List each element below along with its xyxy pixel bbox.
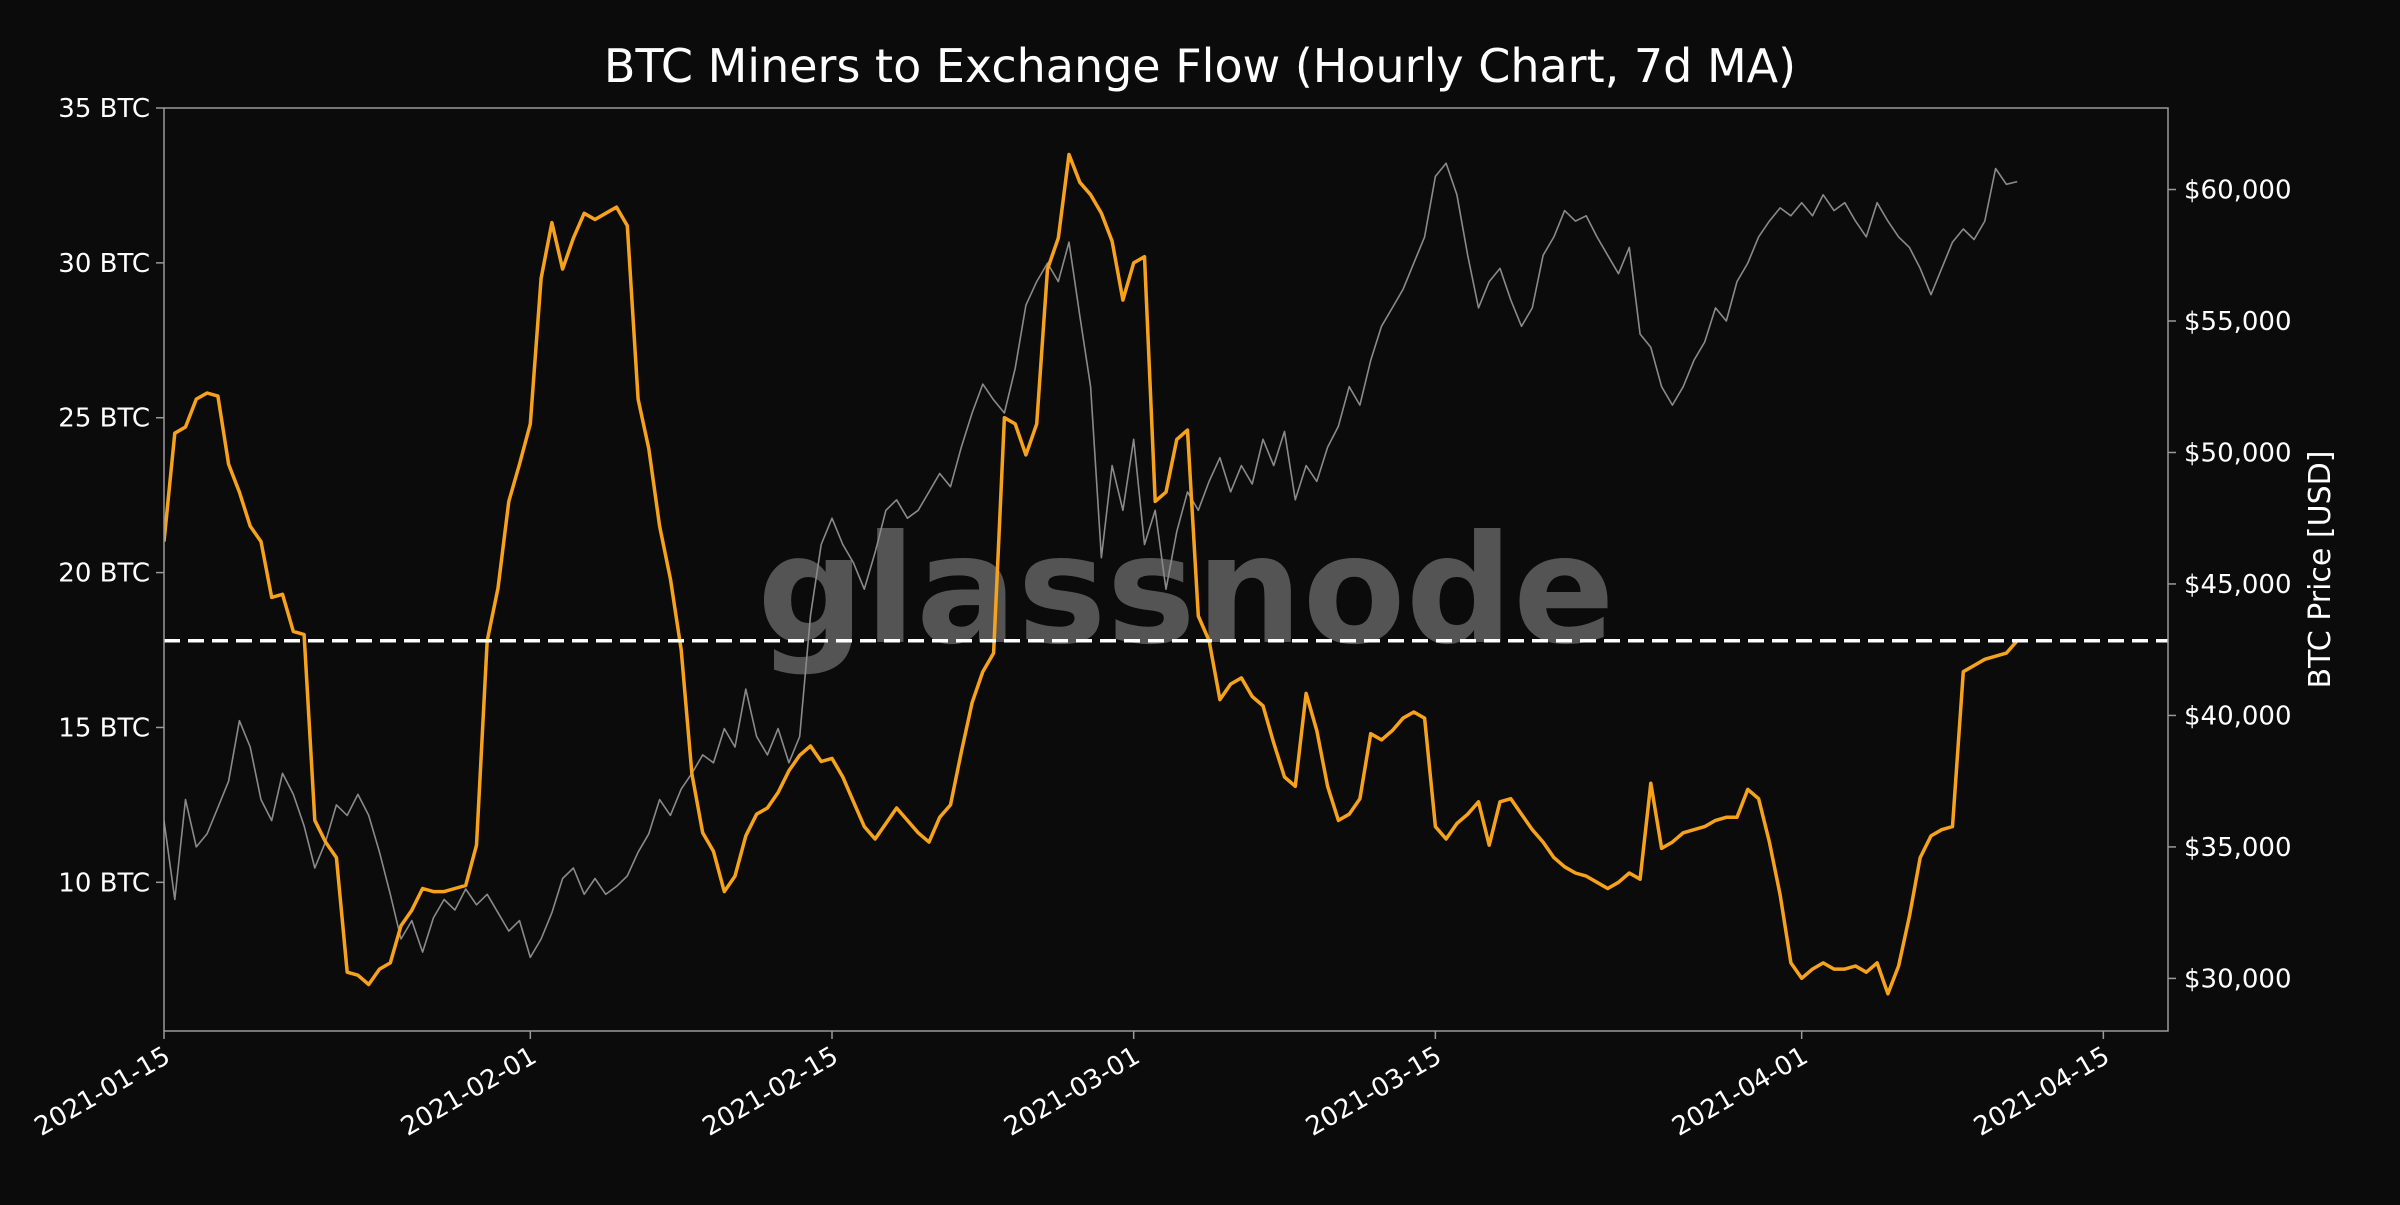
plot-frame: [163, 107, 2169, 1032]
left-tick-label: 10 BTC: [58, 868, 150, 898]
right-tick-label: $45,000: [2184, 570, 2292, 600]
right-tick-label: $35,000: [2184, 833, 2292, 863]
right-tick-label: $50,000: [2184, 438, 2292, 468]
watermark: glassnode: [757, 504, 1615, 678]
right-axis-label: BTC Price [USD]: [2303, 451, 2338, 689]
left-tick-label: 15 BTC: [58, 713, 150, 743]
left-tick-label: 35 BTC: [58, 94, 150, 124]
right-y-axis: $30,000 $35,000 $40,000 $45,000 $50,000 $55,0…: [2168, 176, 2292, 994]
right-tick-label: $60,000: [2184, 176, 2292, 206]
right-tick-label: $40,000: [2184, 701, 2292, 731]
watermark-layer: glassnode: [757, 504, 1615, 678]
right-tick-label: $30,000: [2184, 964, 2292, 994]
series-line-btc-price: [164, 162, 2018, 959]
right-tick-label: $55,000: [2184, 307, 2292, 337]
left-tick-label: 25 BTC: [58, 404, 150, 434]
left-y-axis: 10 BTC 15 BTC 20 BTC 25 BTC 30 BTC 35 BTC: [58, 94, 164, 898]
chart-title: BTC Miners to Exchange Flow (Hourly Char…: [604, 39, 1796, 93]
series-line-miner-flow: [164, 152, 2019, 996]
series-layer: [164, 152, 2019, 996]
plot-area: glassnode: [164, 152, 2168, 996]
left-tick-label: 20 BTC: [58, 559, 150, 589]
left-tick-label: 30 BTC: [58, 249, 150, 279]
